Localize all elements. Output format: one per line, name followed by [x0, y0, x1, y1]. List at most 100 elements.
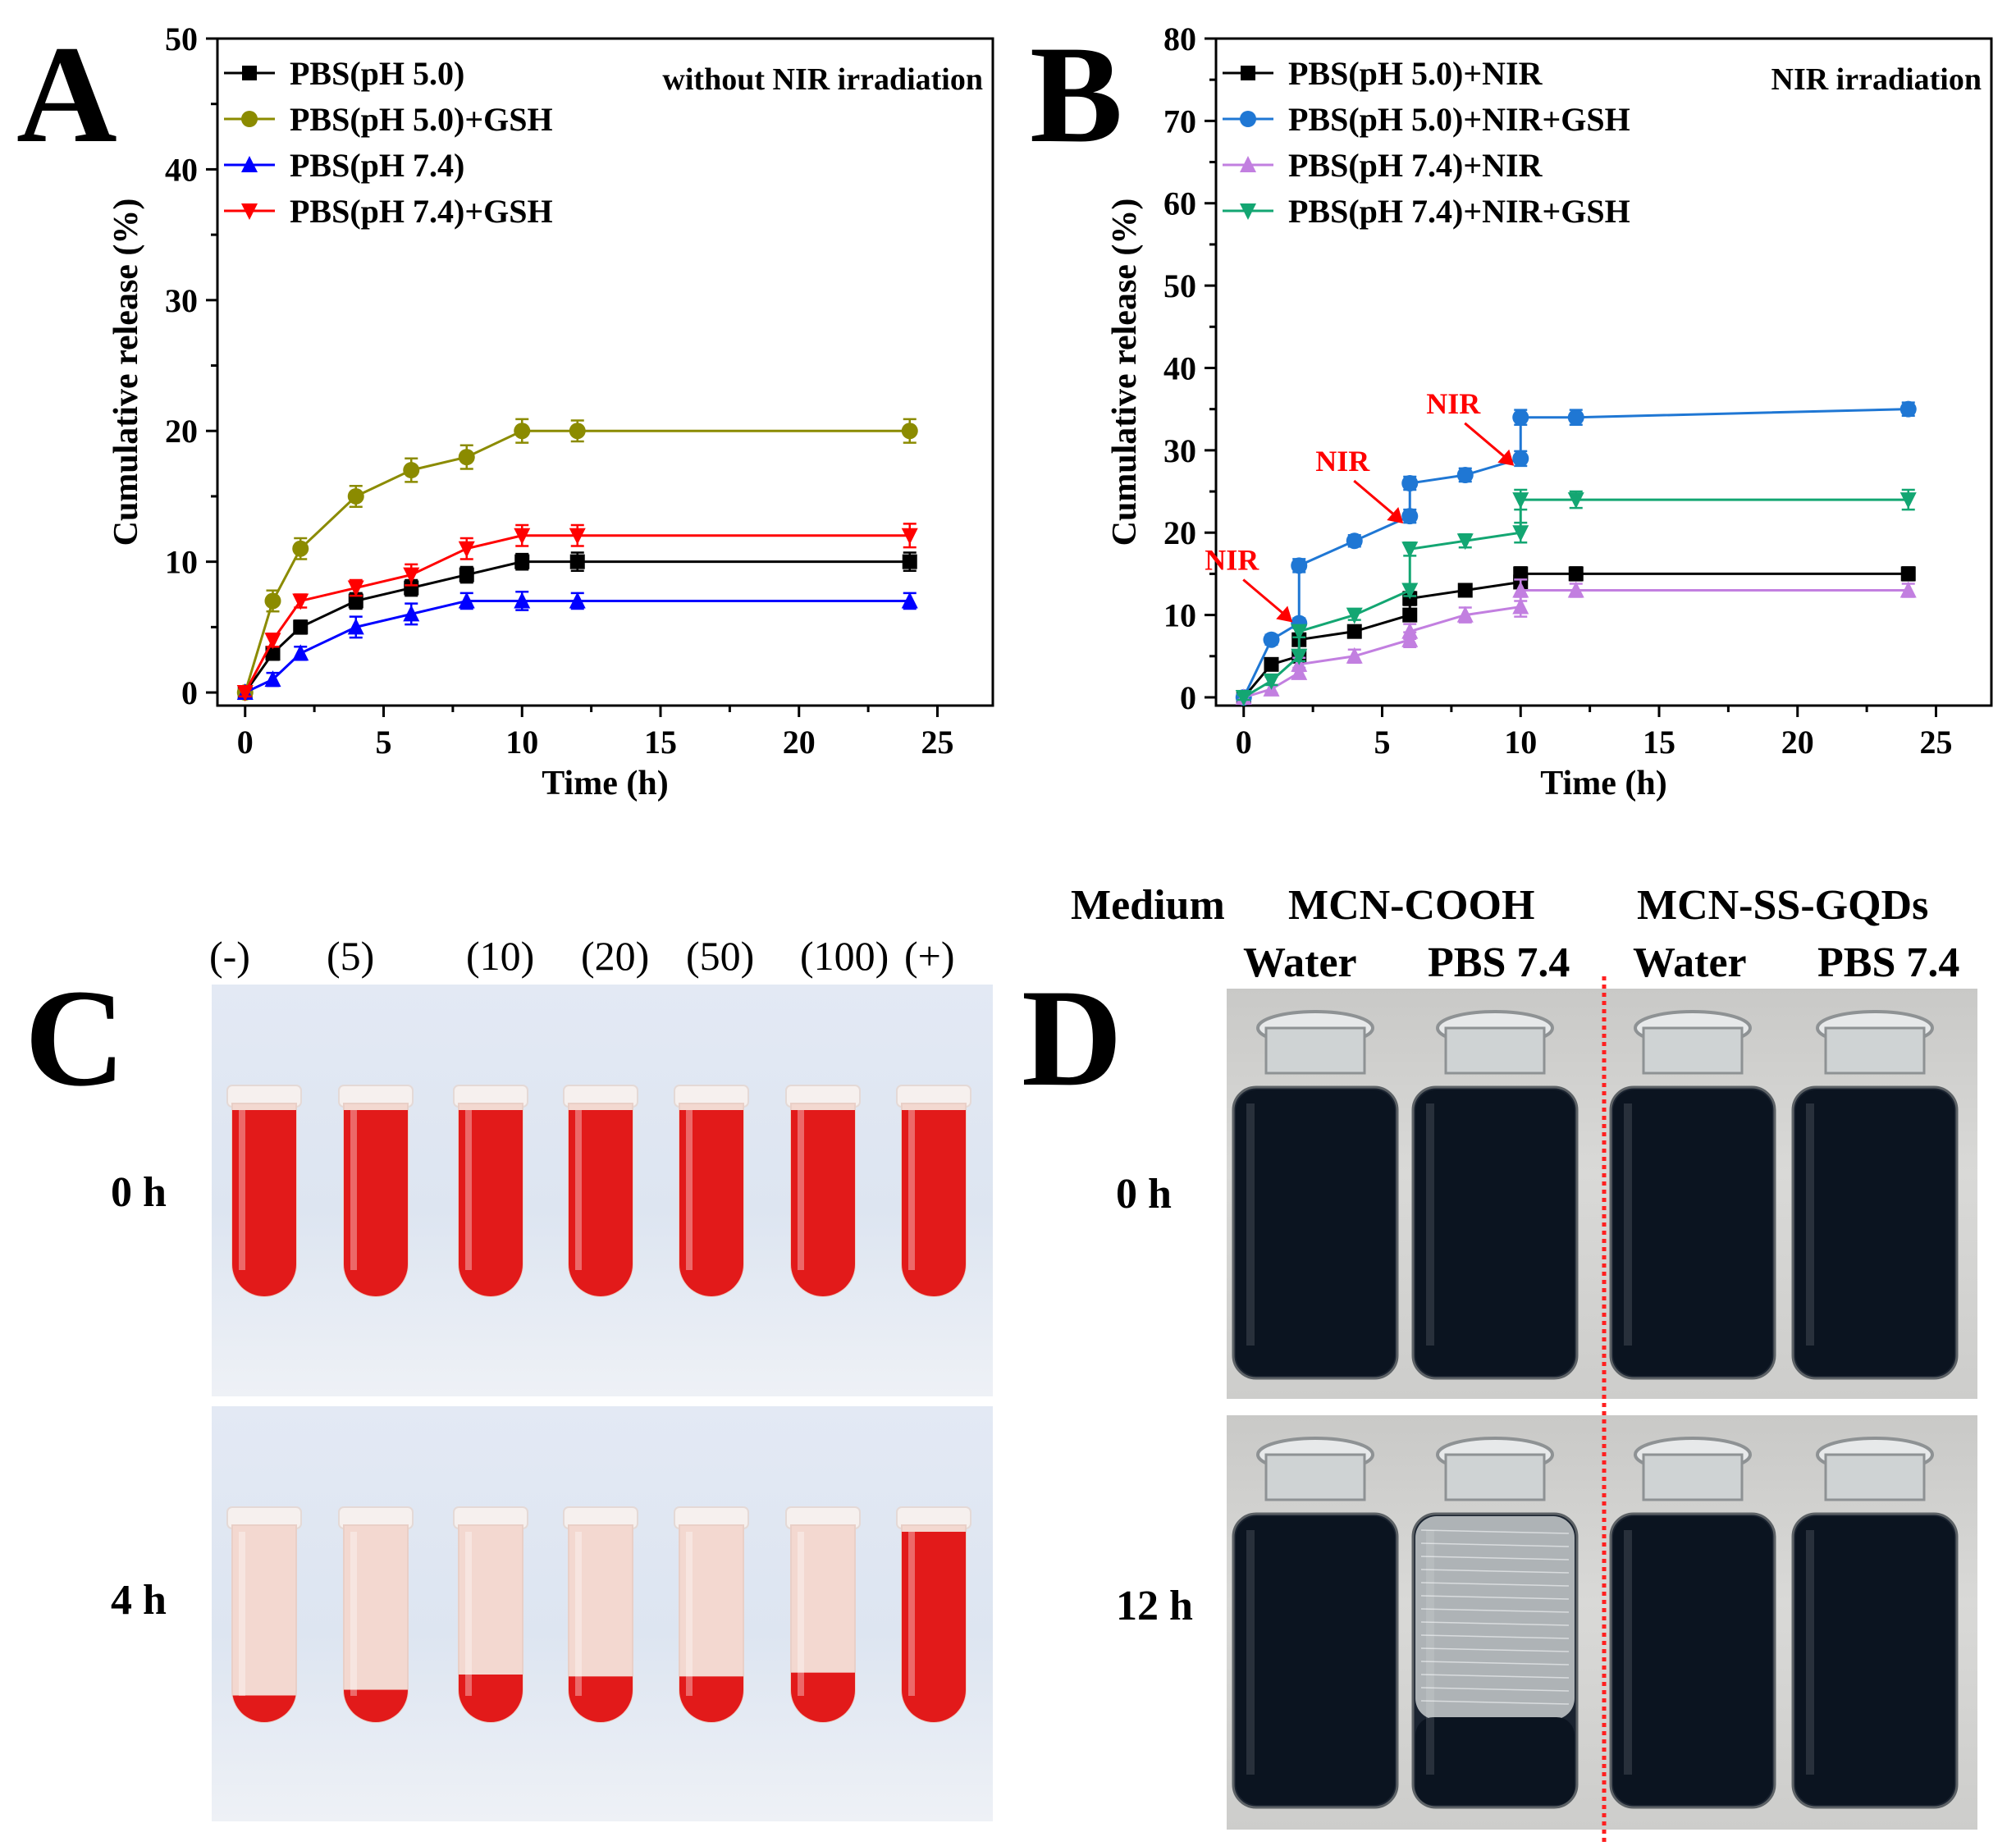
- vial-row-0h: [1232, 1010, 1959, 1380]
- y-tick-label-a: 30: [165, 282, 198, 319]
- vial-neck: [1444, 1026, 1546, 1075]
- blood-fill: [902, 1110, 966, 1296]
- medium-label: Medium: [1071, 882, 1225, 929]
- data-point-b-3: [1291, 648, 1308, 665]
- data-point-a-2: [901, 592, 918, 609]
- data-point-b-3: [1401, 541, 1419, 559]
- data-point-a-0: [459, 567, 474, 583]
- dark-dispersion: [1613, 1516, 1772, 1805]
- blood-fill: [232, 1110, 296, 1296]
- legend-marker-a: [241, 156, 258, 172]
- dark-dispersion: [1795, 1516, 1954, 1805]
- nir-annotation-0: NIR: [1205, 544, 1259, 577]
- nir-arrow-0: [1242, 578, 1287, 617]
- x-tick-label-a: 15: [644, 724, 677, 761]
- series-b-3: [1235, 488, 1917, 706]
- group-label-mcn-cooh: MCN-COOH: [1288, 882, 1535, 929]
- tube-0-2: [453, 1085, 528, 1297]
- row-label-0h: 0 h: [111, 1169, 167, 1216]
- tube-0-4: [674, 1085, 749, 1297]
- tube-highlight: [686, 1532, 693, 1696]
- data-point-a-1: [514, 423, 531, 440]
- data-point-a-2: [292, 644, 309, 661]
- data-point-b-1: [1512, 450, 1529, 467]
- data-point-a-3: [264, 633, 281, 650]
- tube-highlight: [239, 1532, 245, 1696]
- vial-0-3: [1791, 1010, 1959, 1380]
- nir-arrowhead-0: [1276, 605, 1293, 623]
- legend-marker-b: [1240, 111, 1256, 127]
- y-tick-label-b: 60: [1163, 185, 1196, 222]
- data-point-a-2: [264, 670, 281, 688]
- data-point-b-3: [1291, 624, 1308, 641]
- tube-0-1: [338, 1085, 414, 1297]
- data-point-b-3: [1456, 533, 1474, 551]
- tube-highlight: [350, 1532, 357, 1696]
- data-point-a-0: [404, 580, 419, 596]
- y-tick-label-a: 10: [165, 544, 198, 581]
- glass-ridge: [1420, 1674, 1570, 1679]
- vial-highlight: [1426, 1103, 1434, 1346]
- vial-1-3: [1791, 1437, 1959, 1809]
- legend-marker-a: [241, 203, 258, 220]
- data-point-a-3: [403, 567, 420, 584]
- data-point-a-2: [569, 592, 586, 609]
- data-point-b-0: [1900, 566, 1916, 582]
- dispersion-photo-0h: [1227, 989, 1977, 1399]
- data-point-a-0: [902, 554, 917, 569]
- x-tick-label-b: 25: [1920, 724, 1953, 761]
- x-tick-label-b: 20: [1781, 724, 1814, 761]
- glass-ridge: [1420, 1569, 1570, 1574]
- data-point-b-0: [1264, 656, 1279, 672]
- divider-line: [1602, 976, 1607, 1844]
- blood-fill: [232, 1695, 296, 1722]
- nir-arrowhead-1: [1387, 507, 1404, 524]
- tube-1-2: [453, 1506, 528, 1723]
- y-tick-label-b: 0: [1180, 679, 1196, 716]
- data-point-a-2: [458, 592, 475, 609]
- glass-ridge: [1420, 1608, 1570, 1613]
- x-axis-label-b: Time (h): [1540, 765, 1666, 802]
- vial-highlight: [1624, 1530, 1632, 1775]
- y-tick-label-b: 50: [1163, 267, 1196, 304]
- series-a-0: [237, 551, 917, 701]
- vial-0-2: [1609, 1010, 1776, 1380]
- blood-fill: [791, 1110, 855, 1296]
- tube-highlight: [465, 1532, 472, 1696]
- legend-marker-b: [1241, 66, 1255, 80]
- series-line-a-2: [245, 599, 910, 694]
- solvent-label-3: Water: [1633, 939, 1747, 986]
- panel-label-a: A: [16, 17, 117, 171]
- vial-1-2: [1609, 1437, 1776, 1809]
- vial-0-1: [1411, 1010, 1579, 1380]
- data-point-b-1: [1567, 409, 1584, 426]
- data-point-a-1: [569, 423, 586, 440]
- data-point-b-2: [1401, 622, 1419, 639]
- series-line-b-3: [1242, 498, 1909, 699]
- data-point-b-1: [1401, 508, 1419, 525]
- data-point-b-0: [1568, 566, 1584, 582]
- concentration-label: (5): [327, 933, 375, 979]
- solvent-label-2: PBS 7.4: [1428, 939, 1570, 986]
- data-point-b-1: [1263, 631, 1280, 648]
- data-point-b-2: [1456, 605, 1474, 623]
- glass-ridge: [1420, 1542, 1570, 1547]
- y-tick-label-a: 20: [165, 413, 198, 450]
- data-point-a-0: [569, 554, 585, 569]
- y-tick-label-a: 50: [165, 21, 198, 57]
- row-label-0h-d: 0 h: [1116, 1171, 1172, 1218]
- blood-fill: [791, 1672, 855, 1722]
- solvent-label-4: PBS 7.4: [1817, 939, 1960, 986]
- nir-arrowhead-2: [1497, 449, 1515, 466]
- concentration-label: (+): [904, 933, 955, 979]
- tube-highlight: [575, 1532, 582, 1696]
- data-point-b-2: [1512, 597, 1529, 615]
- legend-label-b-1: PBS(pH 5.0)+NIR+GSH: [1288, 101, 1630, 138]
- data-point-b-1: [1401, 475, 1419, 491]
- tube-highlight: [575, 1110, 582, 1270]
- series-a-1: [236, 418, 918, 701]
- data-point-b-1: [1899, 400, 1917, 418]
- vial-0-0: [1232, 1010, 1399, 1380]
- tube-1-1: [338, 1506, 414, 1723]
- dark-dispersion: [1795, 1090, 1954, 1376]
